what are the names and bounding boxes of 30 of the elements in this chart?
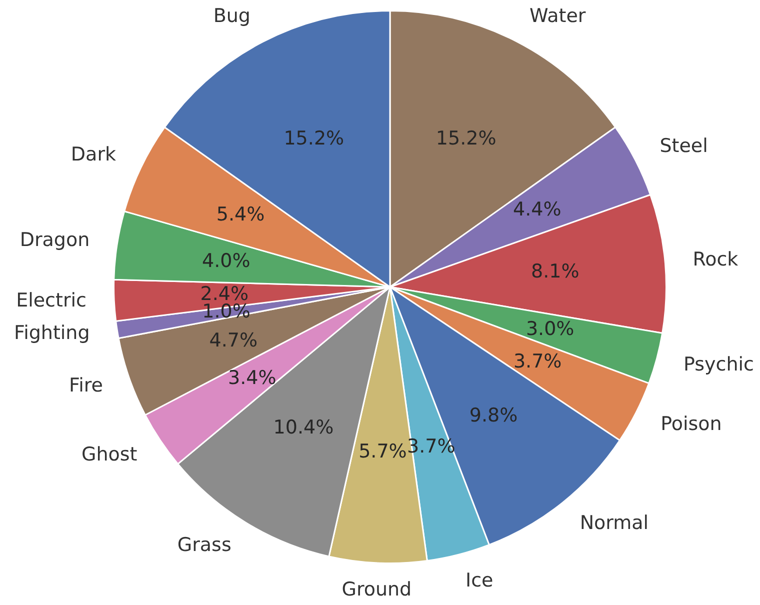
- data-label: 3.4%: [228, 366, 276, 389]
- slice-label: Electric: [16, 290, 86, 312]
- slice-label: Ground: [342, 578, 412, 601]
- data-label: 15.2%: [284, 128, 344, 150]
- data-label: 15.2%: [436, 128, 496, 150]
- data-label: 4.4%: [512, 198, 562, 221]
- data-label: 4.0%: [202, 250, 250, 272]
- data-label: 3.7%: [513, 350, 562, 372]
- slice-label: Water: [530, 4, 586, 27]
- slice-label: Rock: [692, 248, 738, 271]
- slice-label: Fire: [69, 374, 103, 397]
- slice-label: Ghost: [81, 444, 138, 466]
- slice-label: Ice: [465, 569, 494, 592]
- data-label: 4.7%: [209, 329, 258, 352]
- slice-label: Psychic: [684, 354, 754, 376]
- slice-label: Steel: [660, 134, 708, 157]
- data-label: 8.1%: [530, 260, 580, 283]
- slice-label: Bug: [213, 4, 250, 27]
- data-label: 5.4%: [216, 203, 265, 226]
- data-label: 2.4%: [200, 282, 249, 305]
- slice-label: Dragon: [20, 228, 90, 251]
- slice-label: Grass: [177, 534, 232, 556]
- data-label: 5.7%: [358, 440, 407, 463]
- data-label: 10.4%: [273, 416, 334, 438]
- data-label: 9.8%: [469, 404, 518, 426]
- slice-label: Fighting: [14, 322, 90, 344]
- data-label: 3.0%: [526, 318, 574, 340]
- slice-label: Poison: [660, 413, 722, 436]
- slice-label: Normal: [580, 512, 649, 534]
- slice-label: Dark: [70, 144, 116, 166]
